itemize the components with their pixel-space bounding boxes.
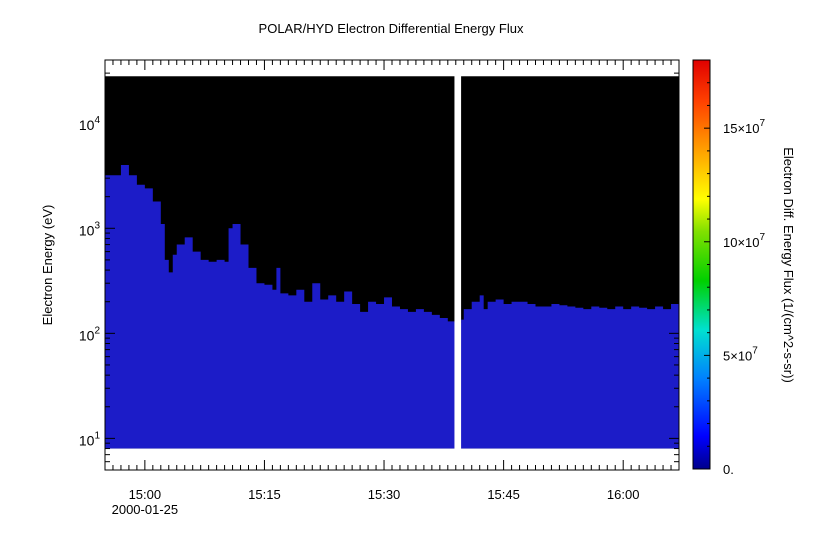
plot-area [104, 59, 680, 471]
data-gap [454, 60, 462, 470]
x-tick-label: 15:00 [129, 487, 162, 502]
x-tick-label: 16:00 [607, 487, 640, 502]
y-tick-label: 103 [79, 220, 101, 238]
y-minor-ticks [105, 59, 679, 471]
flux-region [105, 165, 679, 449]
y-tick-label: 104 [79, 115, 101, 133]
date-label: 2000-01-25 [112, 502, 179, 517]
y-tick-label: 101 [79, 430, 101, 448]
y-axis-ticks: 101 102 103 104 [79, 115, 679, 448]
x-tick-label: 15:45 [487, 487, 520, 502]
colorbar-tick-label: 0. [723, 462, 734, 477]
y-axis-label: Electron Energy (eV) [40, 205, 55, 326]
x-tick-label: 15:15 [248, 487, 281, 502]
colorbar-label: Electron Diff. Energy Flux (1/(cm^2-s-sr… [781, 147, 796, 383]
colorbar-tick-label: 5×107 [723, 345, 758, 363]
y-tick-label: 102 [79, 325, 101, 343]
colorbar-ticks: 0. 5×107 10×107 15×107 [704, 82, 766, 477]
colorbar: 0. 5×107 10×107 15×107 Electron Diff. Energ… [692, 59, 796, 477]
x-axis-ticks: 15:00 15:15 15:30 15:45 16:00 [104, 60, 680, 502]
colorbar-tick-label: 15×107 [723, 118, 766, 136]
colorbar-tick-label: 10×107 [723, 232, 766, 250]
chart-title: POLAR/HYD Electron Differential Energy F… [259, 21, 524, 36]
x-tick-label: 15:30 [368, 487, 401, 502]
